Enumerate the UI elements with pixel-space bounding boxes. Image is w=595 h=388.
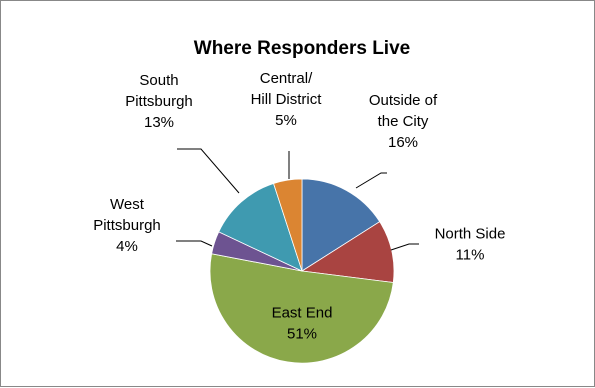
data-label: Outside of the City 16% xyxy=(369,92,438,151)
data-label: North Side 11% xyxy=(435,226,506,264)
data-label-category: West xyxy=(110,196,145,213)
pie-slices xyxy=(209,178,395,364)
leader-line xyxy=(390,243,419,251)
data-label-percent: 13% xyxy=(144,114,174,131)
data-label: Central/Hill District 5% xyxy=(251,70,323,129)
data-label-category: Pittsburgh xyxy=(125,93,193,110)
data-label-category: Central/ xyxy=(260,70,313,87)
pie-slice-south-pittsburgh xyxy=(218,182,303,272)
leader-line xyxy=(177,148,240,194)
data-label: South Pittsburgh 13% xyxy=(125,72,193,131)
data-label-percent: 4% xyxy=(116,238,138,255)
data-label-category: the City xyxy=(378,113,429,130)
leader-line xyxy=(176,240,213,247)
data-label-percent: 51% xyxy=(287,326,317,343)
leader-lines xyxy=(176,148,419,251)
data-label: West Pittsburgh 4% xyxy=(93,196,161,255)
data-label-category: Hill District xyxy=(251,91,323,108)
data-label-category: Pittsburgh xyxy=(93,217,161,234)
pie-slice-east-end xyxy=(209,253,394,364)
data-label-category: North Side xyxy=(435,226,506,243)
data-label-percent: 16% xyxy=(388,134,418,151)
data-label-percent: 5% xyxy=(275,112,297,129)
chart-title: Where Responders Live xyxy=(194,38,410,59)
pie-slice-central-hill-district xyxy=(273,178,303,272)
data-label-category: South xyxy=(139,72,178,89)
data-labels: Outside of the City 16% North Side 11% East E… xyxy=(93,70,505,343)
data-label: East End 51% xyxy=(272,305,333,343)
data-label-percent: 11% xyxy=(456,247,485,264)
data-label-category: Outside of xyxy=(369,92,438,109)
leader-line xyxy=(355,172,387,189)
pie-slice-outside-of-the-city xyxy=(301,178,381,272)
data-label-category: East End xyxy=(272,305,333,322)
